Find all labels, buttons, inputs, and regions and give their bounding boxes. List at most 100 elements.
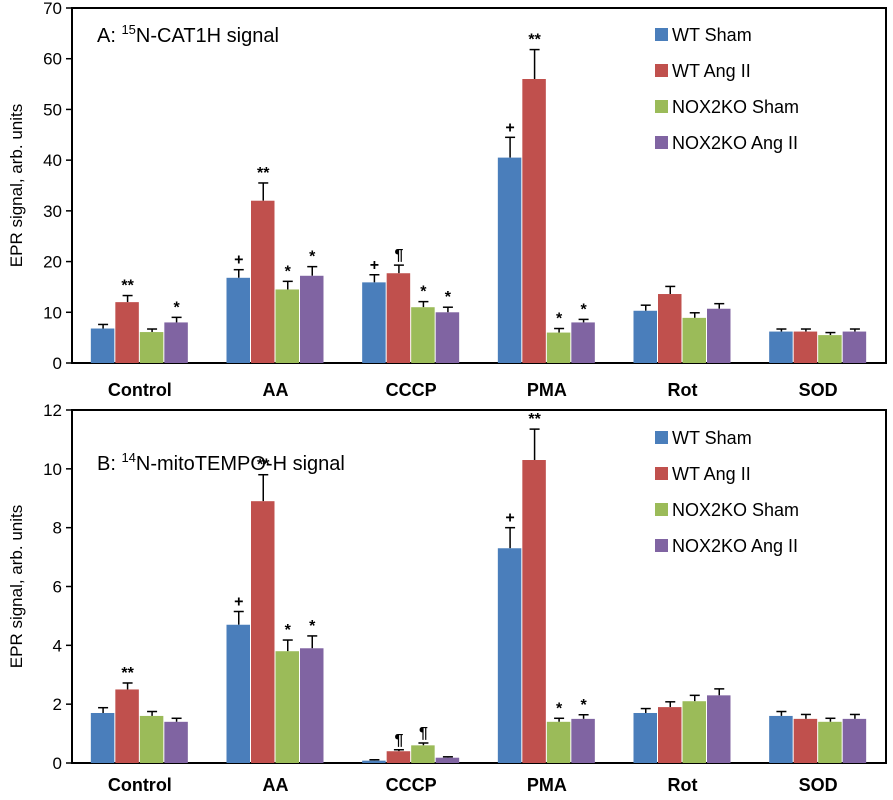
significance-marker: ¶: [394, 247, 403, 264]
significance-marker: **: [528, 411, 541, 428]
significance-marker: **: [121, 665, 134, 682]
bar-wt-sham-cccp: [362, 282, 386, 363]
significance-marker: *: [285, 622, 292, 639]
legend-label: NOX2KO Sham: [672, 500, 799, 520]
category-label: Control: [108, 380, 172, 400]
significance-marker: *: [309, 618, 316, 635]
significance-marker: *: [580, 301, 587, 318]
legend-label: NOX2KO Sham: [672, 97, 799, 117]
bar-wt-sham-control: [90, 712, 115, 763]
category-label: CCCP: [386, 380, 437, 400]
legend-label: WT Sham: [672, 428, 752, 448]
panel-a: 0 10 20 30 40 50 60 70 EPR signal, arb. units A: …: [7, 0, 887, 400]
bar-nox2ko-sham-pma: [546, 332, 571, 363]
bar-wt-ang-ii-aa: [251, 200, 275, 363]
legend-swatch: [655, 431, 668, 444]
bar-nox2ko-sham-aa: [275, 289, 299, 363]
bar-nox2ko-sham-sod: [818, 721, 842, 763]
bar-nox2ko-sham-control: [139, 332, 164, 363]
bar-nox2ko-sham-rot: [682, 317, 706, 363]
bar-nox2ko-sham-sod: [818, 335, 842, 363]
bar-wt-ang-ii-rot: [658, 294, 682, 363]
title-superscript: 14: [121, 450, 135, 465]
bar-wt-ang-ii-pma: [522, 460, 546, 763]
significance-marker: +: [370, 257, 379, 274]
category-label: Rot: [668, 380, 698, 400]
category-label: AA: [263, 380, 289, 400]
bar-wt-sham-rot: [633, 310, 657, 363]
bar-wt-sham-rot: [633, 712, 657, 763]
y-tick-label: 8: [53, 519, 62, 538]
panel-title: A: 15N-CAT1H signal: [97, 22, 279, 47]
panel-b: 0 2 4 6 8 10 12 EPR signal, arb. units B: 14N-mi…: [7, 401, 887, 795]
y-tick-label: 12: [43, 401, 62, 420]
y-tick-label: 0: [53, 354, 62, 373]
bar-wt-sham-sod: [769, 331, 793, 363]
bar-wt-ang-ii-sod: [793, 331, 818, 363]
category-label: AA: [263, 775, 289, 795]
y-tick-label: 10: [43, 460, 62, 479]
significance-marker: +: [505, 119, 514, 136]
significance-marker: ¶: [419, 725, 428, 742]
legend-swatch: [655, 28, 668, 41]
y-tick-label: 60: [43, 50, 62, 69]
bar-nox2ko-ang-ii-pma: [571, 322, 595, 363]
y-tick-label: 70: [43, 0, 62, 18]
bar-wt-ang-ii-pma: [522, 79, 546, 363]
bar-nox2ko-sham-control: [139, 715, 164, 763]
significance-marker: *: [556, 311, 563, 328]
category-label: PMA: [527, 775, 567, 795]
bar-wt-ang-ii-cccp: [386, 751, 411, 763]
significance-marker: *: [580, 697, 587, 714]
significance-marker: *: [420, 284, 427, 301]
bar-nox2ko-sham-cccp: [411, 745, 435, 763]
significance-marker: *: [445, 289, 452, 306]
legend-label: WT Ang II: [672, 464, 751, 484]
legend-label: NOX2KO Ang II: [672, 536, 798, 556]
bar-nox2ko-ang-ii-sod: [842, 718, 867, 763]
y-tick-label: 6: [53, 578, 62, 597]
bar-wt-sham-aa: [226, 624, 250, 763]
bar-nox2ko-ang-ii-control: [164, 322, 188, 363]
bar-wt-ang-ii-cccp: [386, 273, 411, 363]
bar-nox2ko-sham-rot: [682, 701, 706, 763]
significance-marker: **: [528, 32, 541, 49]
significance-marker: **: [257, 165, 270, 182]
bar-wt-ang-ii-control: [115, 689, 139, 763]
bar-wt-sham-cccp: [362, 760, 386, 763]
bar-wt-ang-ii-aa: [251, 501, 275, 763]
bar-wt-sham-control: [90, 328, 115, 363]
legend-swatch: [655, 64, 668, 77]
bar-nox2ko-ang-ii-rot: [707, 308, 731, 363]
significance-marker: +: [234, 252, 243, 269]
bar-nox2ko-ang-ii-control: [164, 721, 188, 763]
legend-swatch: [655, 467, 668, 480]
panel-letter: A:: [97, 25, 121, 47]
significance-marker: *: [285, 263, 292, 280]
category-label: Control: [108, 775, 172, 795]
bar-nox2ko-sham-aa: [275, 651, 299, 763]
y-tick-label: 30: [43, 202, 62, 221]
bar-wt-sham-pma: [497, 548, 522, 763]
bar-nox2ko-ang-ii-aa: [300, 275, 324, 363]
legend-swatch: [655, 539, 668, 552]
y-axis-label: EPR signal, arb. units: [7, 505, 26, 668]
significance-marker: +: [505, 510, 514, 527]
y-tick-label: 4: [53, 636, 62, 655]
y-axis-label: EPR signal, arb. units: [7, 104, 26, 267]
category-label: SOD: [799, 775, 838, 795]
significance-marker: *: [173, 299, 180, 316]
title-main: N-CAT1H signal: [136, 25, 279, 47]
bar-nox2ko-sham-cccp: [411, 307, 435, 363]
significance-marker: *: [309, 249, 316, 266]
legend-swatch: [655, 100, 668, 113]
bar-nox2ko-sham-pma: [546, 721, 571, 763]
bar-nox2ko-ang-ii-cccp: [435, 757, 460, 763]
significance-marker: ¶: [394, 732, 403, 749]
bar-wt-sham-aa: [226, 277, 250, 363]
bar-nox2ko-ang-ii-aa: [300, 648, 324, 763]
y-tick-label: 40: [43, 151, 62, 170]
title-main: N-mitoTEMPO-H signal: [136, 453, 345, 475]
significance-marker: +: [234, 594, 243, 611]
significance-marker: **: [121, 278, 134, 295]
